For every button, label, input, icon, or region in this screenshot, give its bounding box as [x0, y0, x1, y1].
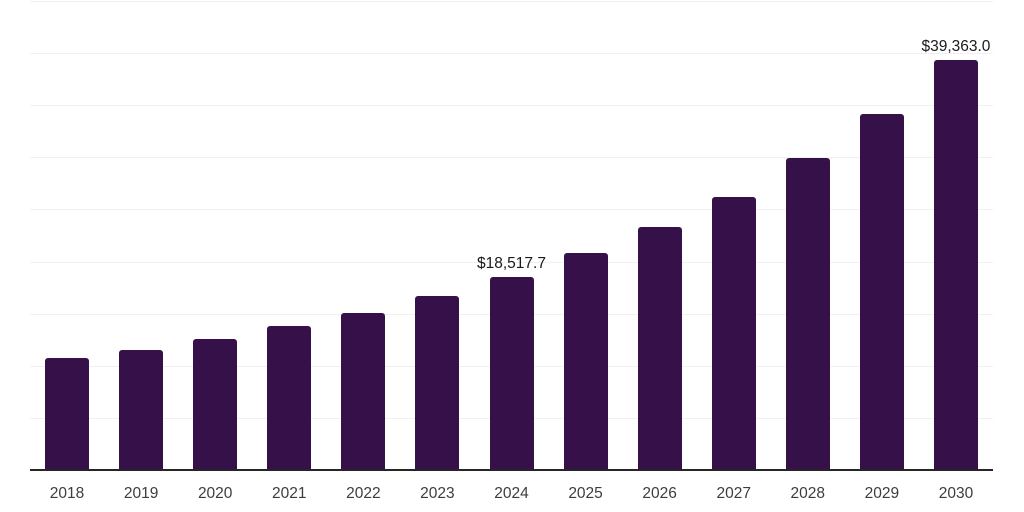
- x-tick-2025: 2025: [568, 485, 603, 502]
- gridline-45000: [30, 1, 993, 2]
- bar-2025: [563, 253, 608, 470]
- x-tick-2022: 2022: [346, 485, 381, 502]
- value-label-2030: $39,363.0: [921, 37, 991, 55]
- gridline-25000: [30, 209, 993, 211]
- x-tick-2027: 2027: [716, 485, 751, 502]
- bar-2026: [637, 227, 682, 470]
- gridline-40000: [30, 53, 993, 55]
- bar-2019: [119, 350, 164, 470]
- x-tick-2019: 2019: [123, 485, 159, 502]
- bar-2027: [711, 196, 756, 470]
- bar-2023: [415, 295, 460, 470]
- bar-2022: [341, 312, 386, 470]
- bar-2021: [267, 326, 312, 470]
- x-tick-2023: 2023: [420, 485, 455, 502]
- x-tick-2030: 2030: [938, 485, 974, 502]
- x-tick-2024: 2024: [494, 485, 529, 502]
- gridline-20000: [30, 261, 993, 263]
- x-axis-line: [30, 469, 993, 471]
- bar-2024: [489, 277, 534, 470]
- x-tick-2026: 2026: [642, 485, 677, 502]
- x-tick-2018: 2018: [49, 485, 85, 502]
- x-tick-2029: 2029: [864, 485, 900, 502]
- bar-2029: [859, 113, 904, 470]
- x-tick-2028: 2028: [790, 485, 826, 502]
- value-label-2024: $18,517.7: [477, 255, 546, 272]
- bar-2020: [193, 338, 238, 470]
- gridline-30000: [30, 157, 993, 159]
- gridline-35000: [30, 105, 993, 107]
- x-tick-2020: 2020: [197, 485, 233, 502]
- x-tick-2021: 2021: [272, 485, 307, 502]
- bar-2028: [785, 158, 830, 470]
- bar-2018: [45, 358, 90, 470]
- bar-2030: [933, 59, 978, 470]
